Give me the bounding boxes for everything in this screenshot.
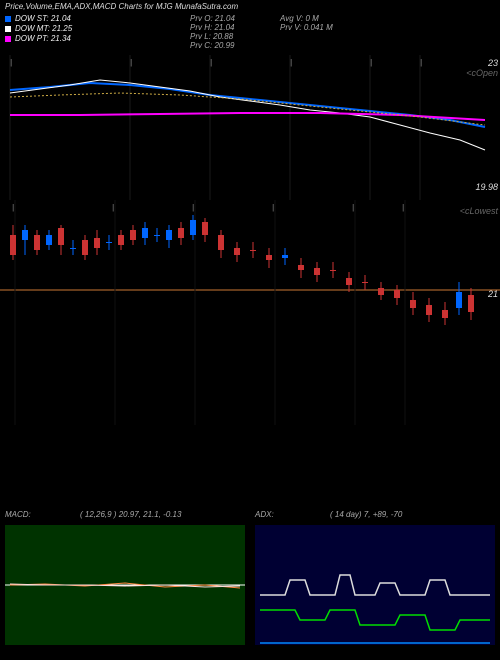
svg-text:|: | [10, 58, 12, 67]
svg-text:|: | [12, 203, 14, 212]
svg-text:|: | [290, 58, 292, 67]
macd-label: MACD: [5, 510, 31, 519]
svg-text:|: | [402, 203, 404, 212]
candle-y-tag: 21 [488, 289, 498, 299]
adx-params: ( 14 day) 7, +89, -70 [330, 510, 402, 519]
avg-volume-block: Avg V: 0 M Prv V: 0.041 M [280, 14, 333, 32]
svg-text:|: | [210, 58, 212, 67]
svg-text:|: | [370, 58, 372, 67]
svg-text:|: | [272, 203, 274, 212]
prev-high: Prv H: 21.04 [190, 23, 235, 32]
prev-close: Prv C: 20.99 [190, 41, 235, 50]
svg-text:|: | [130, 58, 132, 67]
svg-text:|: | [192, 203, 194, 212]
upper-y-bot: 19.98 [475, 182, 498, 192]
adx-subchart: ADX: ( 14 day) 7, +89, -70 [250, 510, 500, 650]
macd-subchart: MACD: ( 12,26,9 ) 20.97, 21.1, -0.13 [0, 510, 250, 650]
adx-label: ADX: [255, 510, 274, 519]
macd-params: ( 12,26,9 ) 20.97, 21.1, -0.13 [80, 510, 181, 519]
prev-open: Prv O: 21.04 [190, 14, 235, 23]
ema-line-chart: | | | | | | [0, 55, 500, 200]
prev-ohlc-block: Prv O: 21.04 Prv H: 21.04 Prv L: 20.88 P… [190, 14, 235, 50]
open-label: <cOpen [466, 68, 498, 78]
legend: DOW ST: 21.04DOW MT: 21.25DOW PT: 21.34 [5, 14, 72, 44]
low-label: <cLowest [460, 206, 498, 216]
svg-text:|: | [112, 203, 114, 212]
chart-title: Price,Volume,EMA,ADX,MACD Charts for MJG… [0, 0, 500, 13]
avg-vol: Avg V: 0 M [280, 14, 333, 23]
svg-text:|: | [420, 58, 422, 67]
svg-text:|: | [352, 203, 354, 212]
candlestick-chart: | | | | | | [0, 200, 500, 425]
prev-low: Prv L: 20.88 [190, 32, 235, 41]
upper-y-top: 23 [488, 58, 498, 68]
prev-vol: Prv V: 0.041 M [280, 23, 333, 32]
